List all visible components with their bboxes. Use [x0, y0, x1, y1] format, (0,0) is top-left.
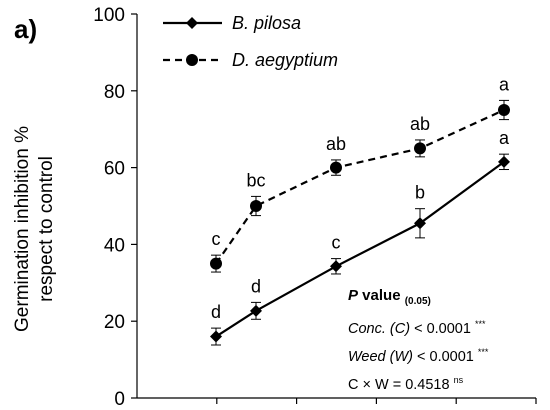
y-tick-label: 40 [104, 235, 125, 256]
y-tick-label: 80 [104, 82, 125, 103]
legend-marker [186, 17, 198, 29]
significance-letter: c [332, 233, 341, 253]
significance-letter: b [415, 183, 425, 203]
p-value-row-weed: Weed (W) < 0.0001 *** [348, 346, 489, 365]
p-value-box: P value (0.05) Conc. (C) < 0.0001 *** We… [348, 284, 488, 396]
series-layer: d d c b a c bc ab ab a [210, 74, 510, 346]
significance-letter: a [499, 128, 510, 148]
panel-label: a) [14, 14, 38, 44]
y-tick-label: 60 [104, 159, 125, 180]
data-point [498, 104, 510, 116]
data-point [210, 257, 222, 270]
axes: 0 20 40 60 80 100 [93, 5, 537, 410]
data-point [250, 304, 262, 317]
data-point [414, 217, 426, 230]
series-b-pilosa: d d c b a [210, 128, 510, 346]
y-tick-label: 20 [104, 312, 125, 333]
data-point [498, 155, 510, 168]
data-point [330, 161, 342, 174]
legend-label: D. aegyptium [232, 50, 338, 70]
significance-letter: c [212, 229, 221, 249]
p-value-row-conc: Conc. (C) < 0.0001 *** [348, 319, 486, 337]
y-tick-label: 0 [114, 389, 125, 410]
y-tick-label: 100 [93, 5, 125, 26]
legend: B. pilosa D. aegyptium [163, 13, 338, 70]
data-point [414, 142, 426, 155]
legend-label: B. pilosa [232, 13, 301, 33]
p-value-row-interaction: C × W = 0.4518 ns [348, 374, 464, 393]
p-value-title: P value (0.05) [348, 287, 431, 307]
significance-letter: d [211, 302, 221, 322]
significance-letter: a [499, 74, 510, 94]
data-point [250, 200, 262, 212]
significance-letter: ab [410, 114, 430, 134]
legend-marker [186, 54, 198, 66]
data-point [210, 330, 222, 343]
significance-letter: ab [326, 134, 346, 154]
data-point [330, 260, 342, 273]
significance-letter: d [251, 276, 261, 296]
significance-letter: bc [246, 170, 265, 190]
